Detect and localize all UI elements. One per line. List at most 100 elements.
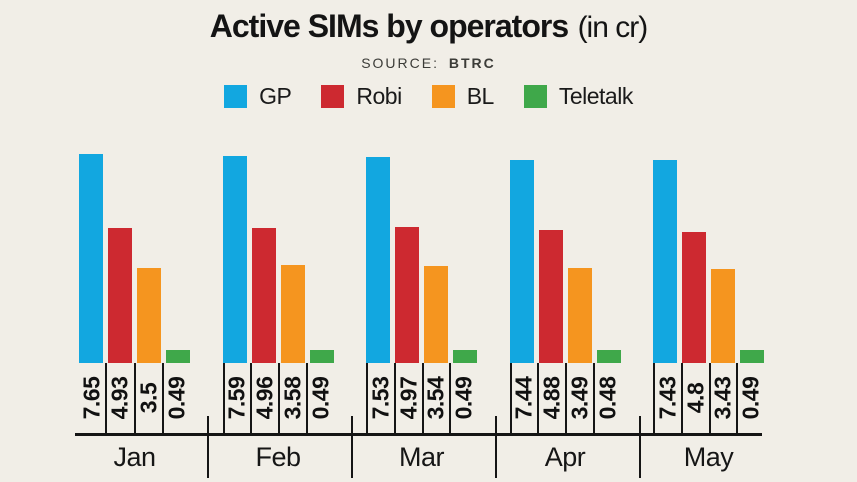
- value-label-cell-robi-mar: 4.97: [393, 363, 422, 433]
- bar-teletalk-mar: [453, 349, 477, 363]
- legend-item-robi: Robi: [321, 82, 402, 110]
- value-labels-feb: 7.59 4.96 3.58 0.49: [222, 363, 334, 433]
- value-label-teletalk-jan: 0.49: [163, 376, 190, 420]
- value-labels-mar: 7.53 4.97 3.54 0.49: [366, 363, 477, 433]
- value-label-teletalk-mar: 0.49: [450, 376, 477, 420]
- value-label-cell-robi-jan: 4.93: [105, 363, 133, 433]
- x-axis-separator-4: [639, 416, 641, 478]
- legend-swatch-teletalk: [523, 84, 547, 108]
- value-label-cell-bl-jan: 3.5: [133, 363, 162, 433]
- x-axis-label-feb: Feb: [255, 442, 301, 472]
- value-label-cell-teletalk-apr: 0.48: [592, 363, 621, 433]
- bar-teletalk-may: [740, 349, 764, 363]
- legend-label-teletalk: Teletalk: [558, 82, 633, 109]
- bar-group-apr: 7.44 4.88 3.49 0.48 Apr: [509, 130, 621, 478]
- bar-gp-feb: [222, 155, 247, 363]
- value-label-cell-bl-feb: 3.58: [278, 363, 306, 433]
- bar-group-may: 7.43 4.8 3.43 0.49 May: [653, 130, 764, 478]
- legend-item-bl: BL: [431, 82, 495, 110]
- value-label-cell-gp-may: 7.43: [653, 363, 681, 433]
- chart-title: Active SIMs by operators (in cr): [0, 0, 857, 52]
- bar-teletalk-apr: [596, 349, 621, 363]
- value-label-gp-jan: 7.65: [78, 376, 105, 420]
- value-label-gp-apr: 7.44: [510, 376, 537, 420]
- value-label-bl-jan: 3.5: [135, 382, 162, 414]
- value-label-cell-gp-mar: 7.53: [366, 363, 394, 433]
- bar-group-mar: 7.53 4.97 3.54 0.49 Mar: [366, 130, 477, 478]
- bar-bl-may: [711, 269, 735, 363]
- bar-teletalk-feb: [309, 349, 334, 363]
- value-label-cell-teletalk-may: 0.49: [736, 363, 764, 433]
- value-labels-may: 7.43 4.8 3.43 0.49: [653, 363, 764, 433]
- value-label-robi-feb: 4.96: [251, 376, 278, 420]
- bar-robi-mar: [395, 227, 419, 363]
- bars-jan: [79, 130, 190, 363]
- bars-may: [653, 130, 764, 363]
- value-label-bl-feb: 3.58: [279, 376, 306, 420]
- value-label-cell-robi-apr: 4.88: [537, 363, 565, 433]
- value-label-teletalk-apr: 0.48: [594, 376, 621, 420]
- legend-swatch-bl: [431, 84, 455, 108]
- bars-apr: [509, 130, 621, 363]
- legend-swatch-robi: [321, 84, 345, 108]
- legend-label-robi: Robi: [356, 82, 402, 109]
- bars-feb: [222, 130, 334, 363]
- bar-gp-mar: [366, 157, 390, 363]
- value-label-bl-apr: 3.49: [566, 376, 593, 420]
- bar-group-feb: 7.59 4.96 3.58 0.49 Feb: [222, 130, 334, 478]
- bars-mar: [366, 130, 477, 363]
- bar-bl-apr: [567, 267, 592, 363]
- bar-gp-may: [653, 160, 677, 363]
- value-label-cell-gp-feb: 7.59: [222, 363, 251, 433]
- x-axis-line: [75, 433, 762, 436]
- value-label-robi-apr: 4.88: [538, 376, 565, 420]
- value-label-robi-may: 4.8: [682, 382, 709, 414]
- value-label-teletalk-feb: 0.49: [307, 376, 334, 420]
- chart-title-unit: (in cr): [577, 11, 649, 44]
- x-axis-label-may: May: [683, 442, 734, 472]
- value-label-cell-gp-jan: 7.65: [79, 363, 105, 433]
- legend: GP Robi BL Teletalk: [0, 82, 857, 110]
- value-label-cell-bl-mar: 3.54: [421, 363, 450, 433]
- bar-robi-jan: [108, 228, 132, 363]
- value-label-cell-gp-apr: 7.44: [509, 363, 538, 433]
- bar-bl-mar: [424, 266, 448, 363]
- bar-robi-apr: [538, 229, 563, 363]
- x-axis-separator-3: [495, 416, 497, 478]
- value-label-gp-mar: 7.53: [367, 376, 394, 420]
- bar-robi-may: [682, 232, 706, 363]
- value-label-robi-mar: 4.97: [395, 376, 422, 420]
- bar-teletalk-jan: [166, 349, 190, 363]
- value-label-robi-jan: 4.93: [106, 376, 133, 420]
- value-label-cell-robi-feb: 4.96: [250, 363, 278, 433]
- value-label-cell-robi-may: 4.8: [680, 363, 709, 433]
- value-label-cell-teletalk-jan: 0.49: [161, 363, 190, 433]
- source-value: BTRC: [448, 55, 496, 71]
- x-axis-label-apr: Apr: [544, 442, 586, 472]
- chart-title-main: Active SIMs by operators: [209, 8, 569, 44]
- bar-gp-apr: [509, 159, 534, 363]
- x-axis-separator-2: [351, 416, 353, 478]
- legend-item-gp: GP: [224, 82, 292, 110]
- x-axis-label-mar: Mar: [399, 442, 445, 472]
- value-label-cell-teletalk-feb: 0.49: [305, 363, 334, 433]
- value-labels-jan: 7.65 4.93 3.5 0.49: [79, 363, 190, 433]
- bar-robi-feb: [251, 227, 276, 363]
- legend-label-bl: BL: [466, 82, 495, 109]
- plot-area: 7.65 4.93 3.5 0.49 Jan 7.59 4.96 3.58 0.49 Feb 7.5…: [75, 130, 764, 481]
- source-label: SOURCE:: [361, 55, 439, 71]
- x-axis-separator-1: [207, 416, 209, 478]
- value-label-cell-bl-apr: 3.49: [565, 363, 593, 433]
- bar-gp-jan: [79, 154, 103, 363]
- value-label-teletalk-may: 0.49: [737, 376, 764, 420]
- value-label-cell-teletalk-mar: 0.49: [449, 363, 477, 433]
- bar-bl-jan: [137, 267, 161, 363]
- value-label-gp-may: 7.43: [654, 376, 681, 420]
- bar-group-jan: 7.65 4.93 3.5 0.49 Jan: [79, 130, 190, 478]
- legend-swatch-gp: [224, 84, 248, 108]
- value-label-gp-feb: 7.59: [223, 376, 250, 420]
- bar-bl-feb: [280, 265, 305, 363]
- legend-item-teletalk: Teletalk: [523, 82, 633, 110]
- legend-label-gp: GP: [259, 82, 292, 109]
